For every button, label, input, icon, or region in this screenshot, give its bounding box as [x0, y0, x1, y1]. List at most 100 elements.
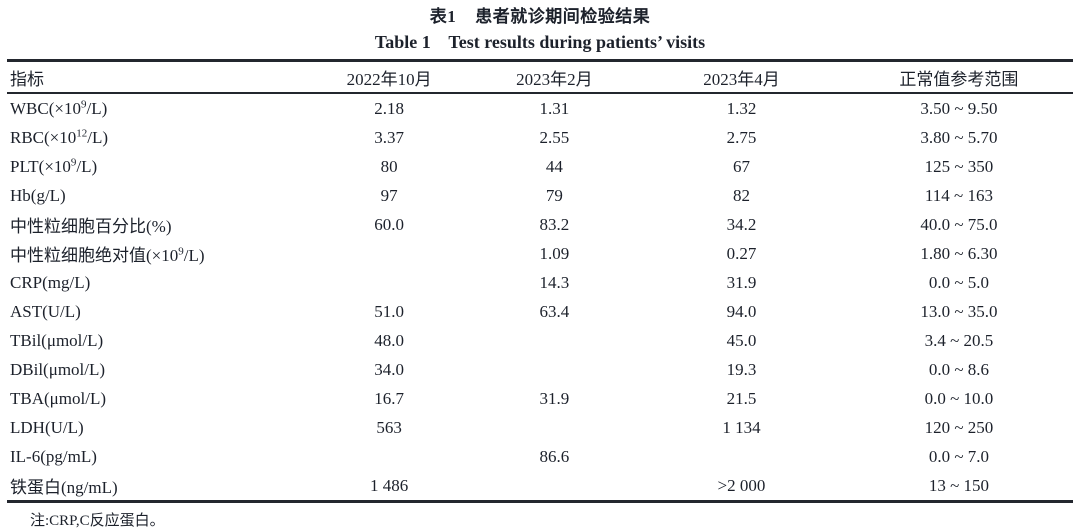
header-2023-04: 2023年4月 — [638, 60, 845, 94]
value-2022-10: 3.37 — [374, 127, 405, 147]
value-2023-04: 34.2 — [726, 214, 757, 234]
value-2023-02: 1.09 — [539, 243, 570, 263]
indicator-exponent: 12 — [76, 126, 88, 139]
value-2023-02 — [471, 355, 638, 384]
header-row: 指标 2022年10月 2023年2月 2023年4月 正常值参考范围 — [7, 60, 1073, 94]
table-row: 中性粒细胞百分比(%) 60.0 83.2 34.2 40.0 ~ 75.0 — [7, 210, 1073, 239]
indicator-label: Hb(g/L) — [7, 181, 308, 210]
value-2022-10: 2.18 — [374, 98, 405, 118]
table-row: IL-6(pg/mL) 86.6 0.0 ~ 7.0 — [7, 442, 1073, 471]
reference-range: 0.0 ~ 7.0 — [928, 446, 990, 466]
reference-range: 0.0 ~ 5.0 — [928, 272, 990, 292]
table-body: WBC(×109/L) 2.18 1.31 1.32 3.50 ~ 9.50 R… — [7, 93, 1073, 502]
header-indicator: 指标 — [7, 60, 308, 94]
value-2023-02: 86.6 — [539, 446, 570, 466]
header-2023-02: 2023年2月 — [470, 60, 639, 94]
reference-range: 0.0 ~ 10.0 — [924, 388, 994, 408]
indicator-label-text: 中性粒细胞绝对值(×10 — [10, 246, 179, 265]
indicator-label-text: WBC(×10 — [10, 98, 81, 118]
reference-range: 13.0 ~ 35.0 — [920, 301, 998, 321]
value-2022-10 — [308, 239, 471, 268]
value-2023-02: 2.55 — [539, 127, 570, 147]
indicator-label-unit: /L) — [183, 246, 205, 265]
value-2022-10: 80 — [380, 156, 398, 176]
indicator-label: RBC(×1012/L) — [7, 123, 308, 152]
indicator-label-text: AST(U/L) — [10, 301, 81, 321]
reference-range: 1.80 ~ 6.30 — [920, 243, 998, 263]
indicator-label-text: TBil(μmol/L) — [10, 330, 104, 350]
reference-range: 3.4 ~ 20.5 — [924, 330, 994, 350]
indicator-label-text: PLT(×10 — [10, 156, 71, 176]
value-2023-04: 2.75 — [726, 127, 757, 147]
value-2022-10: 60.0 — [374, 214, 405, 234]
indicator-label-unit: /L) — [86, 98, 108, 118]
value-2023-02: 1.31 — [539, 98, 570, 118]
indicator-label: AST(U/L) — [7, 297, 308, 326]
indicator-label-unit: /L) — [87, 127, 109, 147]
indicator-label: IL-6(pg/mL) — [7, 442, 308, 471]
value-2023-04 — [638, 442, 845, 471]
reference-range: 120 ~ 250 — [924, 417, 994, 437]
indicator-label-text: 铁蛋白(ng/mL) — [10, 478, 118, 497]
table-row: TBil(μmol/L) 48.0 45.0 3.4 ~ 20.5 — [7, 326, 1073, 355]
indicator-label-text: CRP(mg/L) — [10, 272, 91, 292]
indicator-exponent: 9 — [178, 245, 184, 258]
value-2022-10 — [308, 442, 471, 471]
indicator-label-text: DBil(μmol/L) — [10, 359, 106, 379]
indicator-label: WBC(×109/L) — [7, 93, 308, 123]
value-2023-04: 19.3 — [726, 359, 757, 379]
value-2023-02 — [471, 471, 638, 502]
table-footnote: 注:CRP,C反应蛋白。 — [30, 513, 165, 529]
table-title-zh: 表1 患者就诊期间检验结果 — [429, 7, 651, 26]
value-2023-02: 83.2 — [539, 214, 570, 234]
indicator-label-text: TBA(μmol/L) — [10, 388, 106, 408]
value-2022-10: 97 — [380, 185, 398, 205]
indicator-label-text: RBC(×10 — [10, 127, 77, 147]
table-row: AST(U/L) 51.0 63.4 94.0 13.0 ~ 35.0 — [7, 297, 1073, 326]
value-2023-02: 44 — [545, 156, 563, 176]
indicator-exponent: 9 — [70, 155, 77, 168]
value-2023-02: 14.3 — [539, 272, 570, 292]
reference-range: 114 ~ 163 — [924, 185, 993, 205]
indicator-label-unit: /L) — [76, 156, 98, 176]
value-2023-04: 1 134 — [722, 417, 761, 437]
value-2023-04: >2 000 — [717, 475, 766, 495]
indicator-label: PLT(×109/L) — [7, 152, 308, 181]
table-header: 指标 2022年10月 2023年2月 2023年4月 正常值参考范围 — [7, 60, 1073, 94]
value-2022-10 — [308, 268, 471, 297]
table-row: LDH(U/L) 563 1 134 120 ~ 250 — [7, 413, 1073, 442]
value-2022-10: 563 — [376, 417, 402, 437]
indicator-label-text: IL-6(pg/mL) — [10, 446, 97, 466]
table-row: RBC(×1012/L) 3.37 2.55 2.75 3.80 ~ 5.70 — [7, 123, 1073, 152]
value-2023-04: 82 — [732, 185, 750, 205]
value-2023-04: 67 — [732, 156, 750, 176]
table-row: 铁蛋白(ng/mL) 1 486 >2 000 13 ~ 150 — [7, 471, 1073, 502]
indicator-label-text: LDH(U/L) — [10, 417, 84, 437]
indicator-label: TBil(μmol/L) — [7, 326, 308, 355]
indicator-label: CRP(mg/L) — [7, 268, 308, 297]
indicator-label: 中性粒细胞绝对值(×109/L) — [7, 239, 308, 268]
indicator-label: DBil(μmol/L) — [7, 355, 308, 384]
reference-range: 125 ~ 350 — [924, 156, 994, 176]
table-row: 中性粒细胞绝对值(×109/L) 1.09 0.27 1.80 ~ 6.30 — [7, 239, 1073, 268]
indicator-label: 铁蛋白(ng/mL) — [7, 471, 308, 502]
header-2022-10: 2022年10月 — [307, 60, 471, 94]
value-2023-02 — [471, 413, 638, 442]
table-title-en: Table 1 Test results during patients’ vi… — [374, 32, 706, 52]
reference-range: 3.50 ~ 9.50 — [920, 98, 998, 118]
value-2023-02: 63.4 — [539, 301, 570, 321]
reference-range: 13 ~ 150 — [928, 475, 990, 495]
table-row: TBA(μmol/L) 16.7 31.9 21.5 0.0 ~ 10.0 — [7, 384, 1073, 413]
value-2023-02: 31.9 — [539, 388, 570, 408]
value-2022-10: 48.0 — [374, 330, 405, 350]
value-2023-04: 45.0 — [726, 330, 757, 350]
table-row: WBC(×109/L) 2.18 1.31 1.32 3.50 ~ 9.50 — [7, 93, 1073, 123]
table-row: Hb(g/L) 97 79 82 114 ~ 163 — [7, 181, 1073, 210]
value-2023-04: 21.5 — [726, 388, 757, 408]
value-2023-04: 31.9 — [726, 272, 757, 292]
table-row: DBil(μmol/L) 34.0 19.3 0.0 ~ 8.6 — [7, 355, 1073, 384]
value-2023-04: 1.32 — [726, 98, 757, 118]
value-2023-02 — [471, 326, 638, 355]
value-2022-10: 16.7 — [374, 388, 405, 408]
